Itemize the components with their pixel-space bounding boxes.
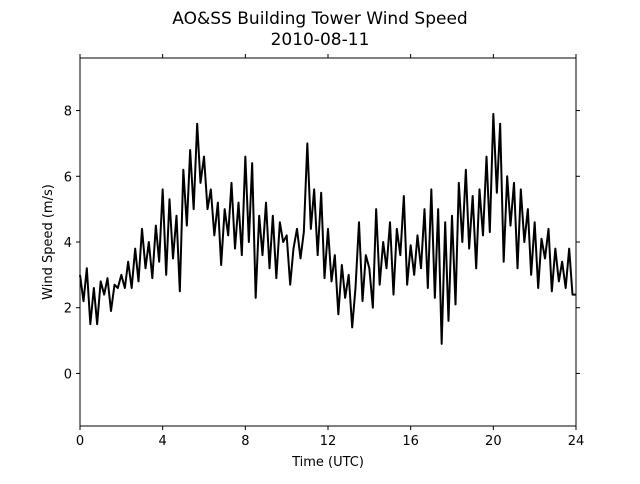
data-line [79, 112, 576, 345]
y-axis-label: Wind Speed (m/s) [41, 184, 56, 300]
x-tick-label: 12 [320, 434, 337, 449]
x-tick-label: 24 [568, 434, 585, 449]
x-tick-label: 8 [241, 434, 249, 449]
y-tick-label: 4 [64, 236, 72, 251]
x-tick-label: 4 [159, 434, 167, 449]
y-tick-label: 6 [64, 170, 72, 185]
y-tick-label: 8 [64, 105, 72, 120]
x-tick-label: 0 [76, 434, 84, 449]
chart-title: AO&SS Building Tower Wind Speed [172, 9, 467, 29]
y-tick-label: 0 [64, 367, 72, 382]
x-tick-label: 20 [485, 434, 502, 449]
plot-frame [79, 57, 577, 427]
chart-subtitle: 2010-08-11 [271, 30, 370, 50]
x-axis-label: Time (UTC) [291, 455, 364, 470]
x-tick-label: 16 [402, 434, 419, 449]
y-tick-label: 2 [64, 302, 72, 317]
